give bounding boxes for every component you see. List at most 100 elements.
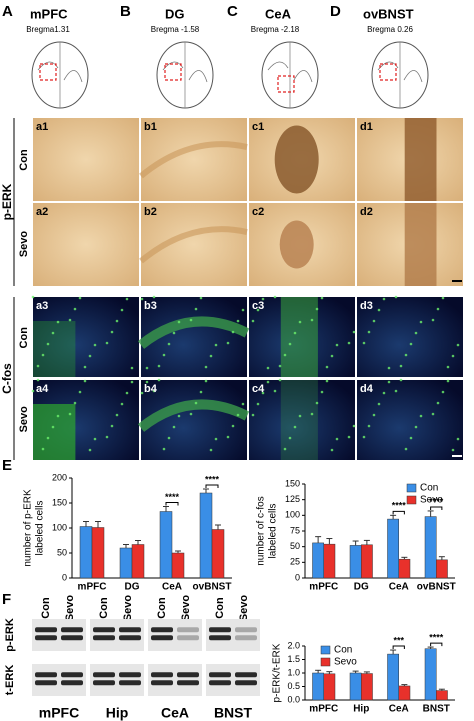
fluor-cell <box>177 414 181 418</box>
tile-label: d3 <box>360 300 373 312</box>
fluor-cell <box>152 295 156 299</box>
sig-bracket <box>165 502 179 506</box>
fluor-cell <box>105 341 109 345</box>
bregma: Bregma 0.26 <box>367 25 413 34</box>
blot-band <box>61 680 83 686</box>
tile-label: b1 <box>144 121 157 133</box>
fluor-cell <box>189 412 193 416</box>
micrograph <box>141 118 247 201</box>
blot-row-label: t-ERK <box>4 665 16 696</box>
bar <box>424 648 437 701</box>
fluor-cell <box>451 448 455 452</box>
blot-band <box>93 635 115 641</box>
fluor-cell <box>414 331 418 335</box>
blot-strip <box>32 619 86 651</box>
fluor-cell <box>110 330 114 334</box>
fluor-cell <box>93 343 97 347</box>
fluor-cell <box>162 447 166 451</box>
blot-band <box>93 627 115 633</box>
x-tick-label: mPFC <box>78 582 107 593</box>
bar <box>159 511 173 579</box>
fluor-cell <box>256 402 260 406</box>
fluor-cell <box>172 425 176 429</box>
blot-band <box>93 672 115 678</box>
fluor-cell <box>36 378 40 382</box>
fluor-cell <box>199 390 203 394</box>
fluor-cell <box>456 343 460 347</box>
blot-strip <box>206 664 260 696</box>
fluor-cell <box>288 436 292 440</box>
fluor-cell <box>88 354 92 358</box>
panel-letter: B <box>120 3 131 20</box>
region-title: ovBNST <box>363 6 414 21</box>
fluor-cell <box>278 364 282 368</box>
blot-strip <box>148 664 202 696</box>
bar <box>199 492 213 579</box>
blot-band <box>35 672 57 678</box>
fluor-cell <box>162 353 166 357</box>
bregma: Bregma -1.58 <box>151 25 200 34</box>
significance: **** <box>429 632 444 642</box>
fluor-cell <box>367 424 371 428</box>
panel-letter: E <box>2 457 12 474</box>
blot-band <box>235 635 257 641</box>
fluor-cell <box>394 295 398 299</box>
fluor-cell <box>394 389 398 393</box>
fluor-cell <box>419 414 423 418</box>
tile-label: c4 <box>252 383 265 395</box>
y-tick-label: 0 <box>62 572 67 582</box>
fluor-cell <box>226 435 230 439</box>
fluor-cell <box>330 448 334 452</box>
fluor-cell <box>436 307 440 311</box>
blot-band <box>209 672 231 678</box>
bar <box>349 545 362 579</box>
fluor-cell <box>256 308 260 312</box>
y-tick-label: 1.0 <box>287 667 300 677</box>
y-tick-label: 1.5 <box>287 654 300 664</box>
bar <box>436 559 448 579</box>
x-tick-label: mPFC <box>309 582 338 593</box>
blot-band <box>35 680 57 686</box>
tile-label: a2 <box>36 206 48 218</box>
blot-band <box>151 627 173 633</box>
blot-strip <box>90 664 144 696</box>
roi-box <box>277 75 295 93</box>
fluor-cell <box>83 365 87 369</box>
bar <box>398 558 411 579</box>
significance: **** <box>429 496 444 506</box>
fluor-cell <box>298 414 302 418</box>
blot-band <box>119 680 141 686</box>
fluor-cell <box>105 435 109 439</box>
fluor-cell <box>293 331 297 335</box>
fluor-layer <box>137 399 250 432</box>
legend-label: Con <box>420 483 438 494</box>
y-tick-label: 0.5 <box>287 681 300 691</box>
fluor-cell <box>352 330 356 334</box>
fluor-cell <box>261 297 265 301</box>
bar <box>361 673 373 701</box>
significance: *** <box>393 635 404 645</box>
tissue-layer <box>139 141 248 179</box>
fluor-cell <box>409 436 413 440</box>
blot-band <box>209 680 231 686</box>
fluor-cell <box>362 435 366 439</box>
y-tick-label: 200 <box>52 472 67 482</box>
micrograph <box>33 203 139 286</box>
fluor-cell <box>404 447 408 451</box>
sig-bracket <box>392 645 405 650</box>
fluor-cell <box>382 297 386 301</box>
fluor-cell <box>431 412 435 416</box>
tile-label: b2 <box>144 206 157 218</box>
fluor-cell <box>441 390 445 394</box>
x-tick-label: CeA <box>389 582 409 593</box>
fluor-cell <box>226 341 230 345</box>
region-title: mPFC <box>30 6 68 21</box>
x-tick-label: ovBNST <box>193 582 232 593</box>
blot-band <box>35 635 57 641</box>
fluor-patch <box>33 404 76 460</box>
sig-bracket <box>205 484 219 488</box>
y-tick-label: 25 <box>290 557 300 567</box>
fluor-cell <box>288 342 292 346</box>
fluor-cell <box>283 353 287 357</box>
fluor-cell <box>125 391 129 395</box>
